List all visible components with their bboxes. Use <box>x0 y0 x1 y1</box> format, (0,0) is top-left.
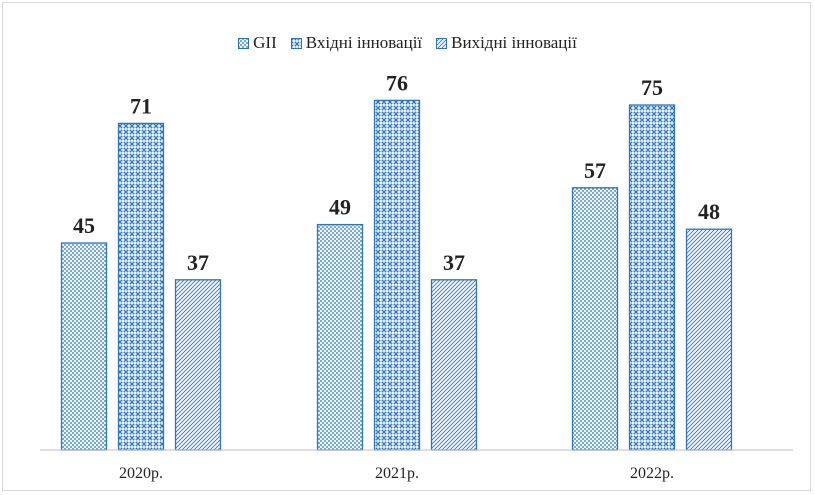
data-label-incoming-2: 76 <box>386 70 408 95</box>
legend-label-gii: GII <box>253 33 277 52</box>
bar-incoming-1 <box>117 122 165 451</box>
bar-incoming-3 <box>628 104 676 451</box>
data-label-gii-2: 49 <box>329 195 351 220</box>
legend-swatch-outgoing <box>436 37 448 49</box>
legend: GII Вхідні інновації Вихідні інновації <box>0 33 815 53</box>
bars-layer <box>60 99 733 451</box>
bar-outgoing-1 <box>174 279 222 451</box>
bar-incoming-2 <box>373 99 421 451</box>
x-tick-label-2: 2021р. <box>375 465 419 482</box>
x-tick-label-3: 2022р. <box>630 465 674 482</box>
bar-gii-1 <box>60 242 108 451</box>
legend-label-incoming: Вхідні інновації <box>305 33 423 52</box>
data-label-gii-1: 45 <box>73 213 95 238</box>
labels-layer: 45 71 37 2020р. 49 76 37 2021р. 57 75 48 2022р. <box>73 70 720 482</box>
legend-item-incoming: Вхідні інновації <box>290 33 423 53</box>
legend-item-outgoing: Вихідні інновації <box>436 33 577 53</box>
data-label-gii-3: 57 <box>584 158 606 183</box>
legend-swatch-incoming <box>290 37 302 49</box>
data-label-outgoing-3: 48 <box>698 199 720 224</box>
data-label-outgoing-1: 37 <box>187 250 209 275</box>
bar-gii-3 <box>571 187 619 451</box>
bar-outgoing-3 <box>685 228 733 451</box>
legend-swatch-gii <box>238 37 250 49</box>
legend-label-outgoing: Вихідні інновації <box>451 33 577 52</box>
bar-outgoing-2 <box>430 279 478 451</box>
x-tick-label-1: 2020р. <box>119 465 163 482</box>
data-label-incoming-3: 75 <box>641 75 663 100</box>
legend-item-gii: GII <box>238 33 277 53</box>
bar-gii-2 <box>316 223 364 451</box>
data-label-incoming-1: 71 <box>130 93 152 118</box>
data-label-outgoing-2: 37 <box>443 250 465 275</box>
